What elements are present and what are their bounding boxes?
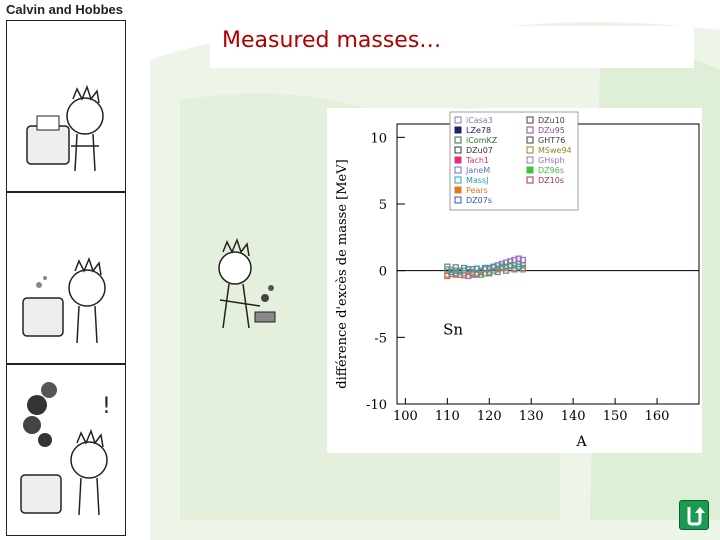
x-tick-label: 150 bbox=[603, 409, 628, 424]
y-tick-label: 5 bbox=[379, 198, 387, 213]
comic-panel-toaster bbox=[218, 237, 276, 329]
data-point bbox=[469, 266, 476, 273]
data-point bbox=[498, 263, 506, 270]
legend-label: DZ07s bbox=[466, 196, 492, 205]
legend-marker bbox=[454, 186, 462, 194]
comic-title: Calvin and Hobbes bbox=[6, 2, 124, 17]
legend-marker bbox=[454, 176, 462, 184]
x-tick-label: 100 bbox=[393, 409, 418, 424]
legend-marker bbox=[526, 126, 534, 134]
legend-marker bbox=[526, 136, 534, 144]
data-point bbox=[490, 264, 497, 271]
legend-marker bbox=[526, 146, 534, 154]
y-axis-label: différence d'excès de masse [MeV] bbox=[335, 159, 350, 388]
data-point bbox=[486, 270, 493, 277]
data-point bbox=[481, 264, 489, 272]
data-point bbox=[456, 271, 464, 278]
comic-panel-1 bbox=[6, 20, 126, 192]
y-tick-label: -5 bbox=[374, 331, 387, 346]
mass-difference-chart: 10 5 0 -5 -10 100 110 120 130 140 150 160 différence… bbox=[335, 111, 700, 450]
x-tick-label: 120 bbox=[477, 409, 502, 424]
legend-label: DZu10 bbox=[538, 116, 565, 125]
data-point bbox=[519, 264, 526, 272]
legend-label: DZu07 bbox=[466, 146, 493, 155]
x-tick-label: 140 bbox=[561, 409, 586, 424]
data-point bbox=[511, 266, 518, 273]
legend-label: GHsph bbox=[538, 156, 565, 165]
legend-marker bbox=[454, 146, 462, 154]
legend-marker bbox=[454, 166, 462, 174]
data-point bbox=[452, 264, 459, 271]
data-point bbox=[448, 268, 455, 276]
legend-label: iComKZ bbox=[466, 136, 498, 145]
legend-label: DZ10s bbox=[538, 176, 564, 185]
svg-text:!: ! bbox=[102, 394, 111, 419]
legend-marker bbox=[454, 116, 462, 124]
comic-strip: Calvin and Hobbes ! bbox=[2, 2, 126, 536]
legend-marker bbox=[454, 156, 462, 164]
x-tick-label: 160 bbox=[645, 409, 670, 424]
legend-label: DZu95 bbox=[538, 126, 565, 135]
data-point bbox=[502, 267, 510, 274]
data-point bbox=[511, 256, 518, 264]
legend-marker bbox=[526, 176, 534, 184]
data-point bbox=[494, 268, 501, 276]
data-point bbox=[473, 265, 480, 272]
y-tick-label: 10 bbox=[370, 131, 387, 146]
data-point bbox=[465, 266, 472, 273]
data-point bbox=[477, 268, 485, 276]
legend-label: Tach1 bbox=[465, 156, 489, 165]
legend-marker bbox=[526, 156, 534, 164]
legend-marker bbox=[454, 196, 462, 204]
return-arrow-icon bbox=[687, 507, 705, 526]
x-tick-label: 130 bbox=[519, 409, 544, 424]
legend-label: MassJ bbox=[466, 176, 489, 185]
legend-label: iCasa3 bbox=[466, 116, 493, 125]
data-point bbox=[460, 264, 468, 272]
title-backdrop bbox=[210, 26, 694, 68]
legend-marker bbox=[526, 116, 534, 124]
data-point bbox=[444, 263, 451, 270]
legend-marker bbox=[526, 166, 534, 174]
legend-label: Pears bbox=[466, 186, 488, 195]
data-point bbox=[515, 255, 522, 262]
annotation-sn: Sn bbox=[443, 321, 463, 339]
data-point bbox=[444, 272, 451, 280]
data-point bbox=[507, 262, 514, 270]
slide-title: Measured masses… bbox=[222, 28, 442, 53]
legend-label: JaneM bbox=[465, 166, 490, 175]
legend-label: GHT76 bbox=[538, 136, 565, 145]
return-button[interactable] bbox=[679, 500, 709, 530]
y-tick-label: -10 bbox=[366, 398, 387, 413]
legend-label: MSwe94 bbox=[538, 146, 572, 155]
legend-marker bbox=[454, 136, 462, 144]
data-point bbox=[519, 256, 526, 264]
comic-panel-3: ! bbox=[6, 364, 126, 536]
legend-label: DZ96s bbox=[538, 166, 564, 175]
legend-box bbox=[449, 111, 579, 211]
legend-label: LZe78 bbox=[466, 126, 491, 135]
x-axis-label: A bbox=[575, 434, 587, 450]
x-tick-label: 110 bbox=[435, 409, 460, 424]
comic-panel-2 bbox=[6, 192, 126, 364]
y-tick-label: 0 bbox=[379, 265, 387, 280]
legend-marker bbox=[454, 126, 462, 134]
